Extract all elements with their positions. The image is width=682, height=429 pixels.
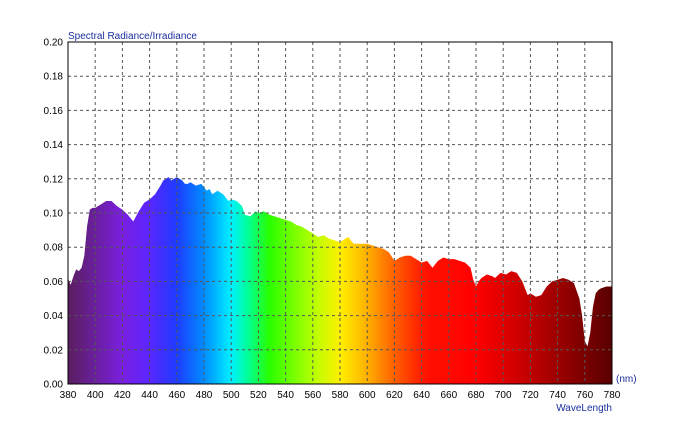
y-tick-label: 0.18: [44, 72, 64, 83]
x-tick-label: 580: [332, 390, 349, 401]
x-tick-label: 740: [549, 390, 566, 401]
x-tick-label: 540: [277, 390, 294, 401]
y-tick-label: 0.10: [44, 209, 64, 220]
y-tick-label: 0.16: [44, 106, 64, 117]
y-tick-label: 0.00: [44, 380, 64, 391]
x-tick-label: 480: [196, 390, 213, 401]
x-tick-label: 560: [304, 390, 321, 401]
x-tick-label: 460: [168, 390, 185, 401]
y-tick-label: 0.04: [44, 311, 64, 322]
y-tick-label: 0.08: [44, 243, 64, 254]
x-tick-label: 500: [223, 390, 240, 401]
x-tick-label: 600: [359, 390, 376, 401]
x-tick-label: 440: [141, 390, 158, 401]
x-tick-label: 380: [60, 390, 77, 401]
x-tick-label: 660: [440, 390, 457, 401]
chart-title: Spectral Radiance/Irradiance: [68, 31, 197, 42]
x-tick-label: 620: [386, 390, 403, 401]
x-tick-label: 720: [522, 390, 539, 401]
spectrum-area: [68, 177, 612, 384]
y-tick-label: 0.14: [44, 140, 64, 151]
x-tick-label: 780: [604, 390, 621, 401]
x-tick-label: 420: [114, 390, 131, 401]
x-tick-label: 400: [87, 390, 104, 401]
x-tick-label: 760: [576, 390, 593, 401]
y-tick-label: 0.20: [44, 38, 64, 49]
x-tick-label: 680: [468, 390, 485, 401]
y-tick-label: 0.06: [44, 277, 64, 288]
plot-frame: [67, 41, 613, 385]
x-unit-label: (nm): [616, 374, 637, 385]
y-tick-label: 0.12: [44, 174, 64, 185]
x-tick-label: 700: [495, 390, 512, 401]
y-tick-label: 0.02: [44, 345, 64, 356]
x-tick-label: 520: [250, 390, 267, 401]
x-axis-label: WaveLength: [556, 403, 612, 414]
x-tick-label: 640: [413, 390, 430, 401]
